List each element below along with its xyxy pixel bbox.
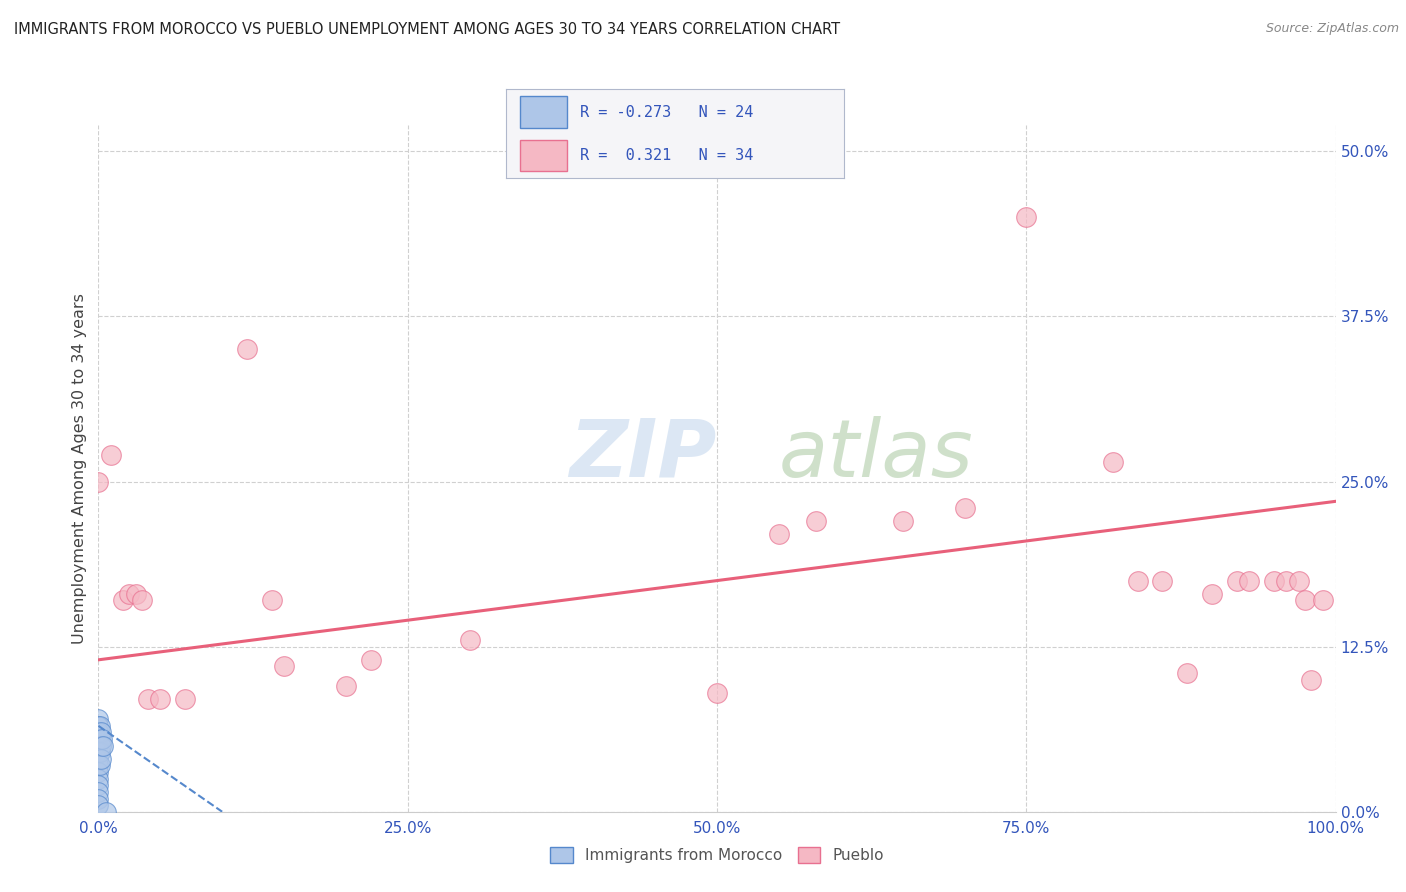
Point <box>1015 211 1038 225</box>
Bar <box>520 96 567 128</box>
Point <box>112 593 135 607</box>
Point <box>335 679 357 693</box>
Point <box>87 791 110 805</box>
Point <box>260 593 283 607</box>
Point <box>87 739 110 753</box>
Text: Source: ZipAtlas.com: Source: ZipAtlas.com <box>1265 22 1399 36</box>
Text: ZIP: ZIP <box>568 416 716 493</box>
Point <box>149 692 172 706</box>
Point <box>1152 574 1174 588</box>
Point <box>1263 574 1285 588</box>
Point <box>1102 455 1125 469</box>
Point <box>136 692 159 706</box>
Point <box>118 587 141 601</box>
Point <box>91 732 114 747</box>
Point <box>87 475 110 489</box>
Point <box>1294 593 1316 607</box>
Point <box>891 514 914 528</box>
Point <box>89 719 111 733</box>
Point <box>87 798 110 813</box>
Point <box>90 725 112 739</box>
Point <box>1175 666 1198 681</box>
Point <box>174 692 197 706</box>
Point <box>93 739 115 753</box>
Point <box>94 805 117 819</box>
Bar <box>520 140 567 171</box>
Legend: Immigrants from Morocco, Pueblo: Immigrants from Morocco, Pueblo <box>544 841 890 870</box>
Point <box>706 686 728 700</box>
Point <box>87 785 110 799</box>
Point <box>100 448 122 462</box>
Point <box>87 725 110 739</box>
Point <box>87 712 110 726</box>
Point <box>89 758 111 772</box>
Point <box>1299 673 1322 687</box>
Point <box>87 719 110 733</box>
Point <box>131 593 153 607</box>
Point <box>87 758 110 772</box>
Point <box>89 745 111 759</box>
Text: R =  0.321   N = 34: R = 0.321 N = 34 <box>581 148 754 162</box>
Point <box>87 732 110 747</box>
Point <box>87 765 110 780</box>
Point <box>90 739 112 753</box>
Point <box>236 343 259 357</box>
Text: atlas: atlas <box>779 416 974 493</box>
Y-axis label: Unemployment Among Ages 30 to 34 years: Unemployment Among Ages 30 to 34 years <box>72 293 87 644</box>
Point <box>1288 574 1310 588</box>
Point <box>768 527 790 541</box>
Point <box>89 732 111 747</box>
Point <box>804 514 827 528</box>
Point <box>87 745 110 759</box>
Point <box>1312 593 1334 607</box>
Point <box>1201 587 1223 601</box>
Point <box>90 752 112 766</box>
Point <box>124 587 146 601</box>
Point <box>1275 574 1298 588</box>
Point <box>87 752 110 766</box>
Text: R = -0.273   N = 24: R = -0.273 N = 24 <box>581 105 754 120</box>
Point <box>1237 574 1260 588</box>
Point <box>458 633 481 648</box>
Point <box>360 653 382 667</box>
Point <box>1226 574 1249 588</box>
Point <box>87 772 110 786</box>
Point <box>273 659 295 673</box>
Point <box>87 778 110 792</box>
Point <box>953 500 976 515</box>
Point <box>1126 574 1149 588</box>
Text: IMMIGRANTS FROM MOROCCO VS PUEBLO UNEMPLOYMENT AMONG AGES 30 TO 34 YEARS CORRELA: IMMIGRANTS FROM MOROCCO VS PUEBLO UNEMPL… <box>14 22 841 37</box>
